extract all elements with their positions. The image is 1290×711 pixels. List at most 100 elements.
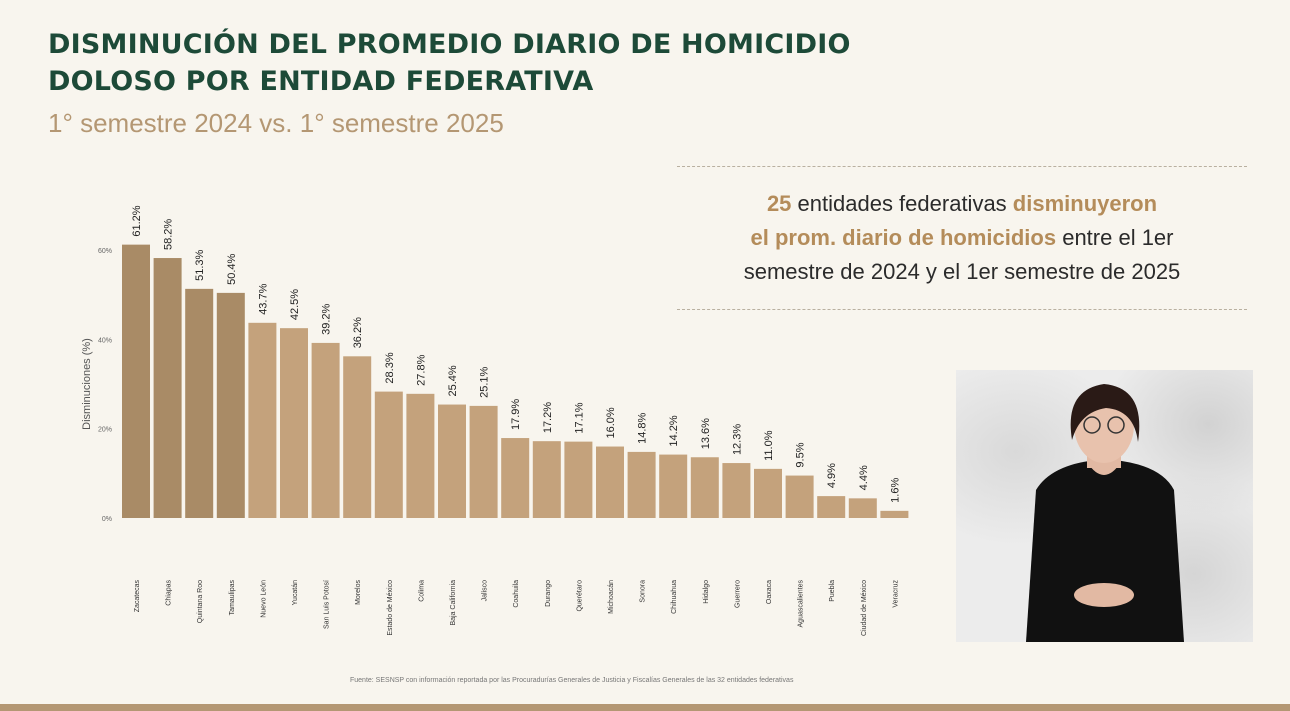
x-tick-label: Colima: [418, 580, 425, 602]
data-label: 4.4%: [858, 465, 870, 490]
interpreter-neckline: [1087, 462, 1121, 475]
x-tick-label: Yucatán: [292, 580, 299, 605]
bar: [216, 292, 245, 518]
x-tick-label: Querétaro: [576, 580, 583, 612]
bar: [501, 438, 530, 518]
data-label: 25.4%: [447, 365, 459, 396]
summary-highlight1: disminuyeron: [1012, 191, 1158, 216]
bar: [406, 393, 435, 518]
title-line-1: DISMINUCIÓN DEL PROMEDIO DIARIO DE HOMIC…: [48, 29, 851, 60]
x-tick-label: Puebla: [829, 580, 836, 602]
data-label: 16.0%: [605, 407, 617, 438]
data-label: 36.2%: [352, 317, 364, 348]
bar: [564, 441, 593, 518]
page-subtitle: 1° semestre 2024 vs. 1° semestre 2025: [48, 108, 504, 138]
data-label: 61.2%: [131, 205, 143, 236]
bar: [627, 451, 656, 518]
x-tick-label: Coahuila: [513, 580, 520, 608]
bar: [532, 441, 561, 518]
data-label: 14.8%: [637, 412, 649, 443]
x-tick-label: Baja California: [450, 580, 457, 626]
x-tick-label: Guerrero: [734, 580, 741, 608]
interpreter-figure: [1026, 384, 1184, 642]
data-label: 27.8%: [415, 354, 427, 385]
bar: [469, 405, 498, 518]
data-label: 39.2%: [321, 303, 333, 334]
data-label: 1.6%: [889, 478, 901, 503]
bar: [848, 498, 877, 518]
data-label: 17.2%: [542, 402, 554, 433]
summary-highlight2: el prom. diario de homicidios: [750, 225, 1057, 250]
bar: [248, 322, 277, 518]
bar: [690, 457, 719, 518]
bar: [659, 454, 688, 518]
x-tick-label: Sonora: [640, 580, 647, 603]
x-tick-label: Oaxaca: [766, 580, 773, 604]
x-tick-label: Morelos: [355, 580, 362, 605]
y-tick-label: 40%: [98, 337, 112, 344]
data-label: 14.2%: [668, 415, 680, 446]
bar: [185, 288, 214, 518]
data-label: 43.7%: [257, 283, 269, 314]
interpreter-body: [1026, 460, 1184, 642]
data-label: 42.5%: [289, 289, 301, 320]
summary-line3: semestre de 2024 y el 1er semestre de 20…: [743, 259, 1181, 284]
x-tick-label: Chiapas: [166, 580, 173, 606]
y-tick-label: 20%: [98, 427, 112, 434]
data-label: 17.1%: [573, 402, 585, 433]
x-tick-label: Estado de México: [387, 580, 394, 636]
x-tick-label: Zacatecas: [134, 580, 141, 613]
data-label: 13.6%: [700, 418, 712, 449]
glasses-right-lens: [1107, 416, 1125, 434]
bar: [153, 258, 182, 518]
bar: [754, 468, 782, 518]
data-label: 17.9%: [510, 399, 522, 430]
bar: [343, 356, 372, 518]
bar: [311, 342, 340, 518]
summary-part1: entidades federativas: [791, 191, 1013, 216]
bar: [280, 328, 308, 518]
x-tick-label: Veracruz: [892, 580, 899, 608]
y-tick-label: 0%: [102, 516, 112, 523]
summary-count: 25: [766, 191, 792, 216]
bar: [122, 244, 150, 518]
bar: [374, 391, 403, 518]
data-label: 11.0%: [763, 430, 775, 461]
footer-bar: [0, 704, 1290, 711]
summary-part2: entre el 1er: [1056, 225, 1174, 250]
x-tick-label: Quintana Roo: [197, 580, 204, 623]
x-tick-label: Tamaulipas: [229, 580, 236, 616]
x-tick-label: Ciudad de México: [861, 580, 868, 636]
data-label: 9.5%: [795, 442, 807, 467]
x-tick-label: Jalisco: [482, 580, 489, 602]
glasses-left-lens: [1083, 416, 1101, 434]
y-tick-label: 60%: [98, 248, 112, 255]
summary-text: 25 entidades federativas disminuyeron el…: [744, 187, 1181, 289]
source-note: Fuente: SESNSP con información reportada…: [350, 677, 794, 684]
x-tick-label: Hidalgo: [703, 580, 710, 604]
data-label: 25.1%: [479, 366, 491, 397]
x-tick-label: Chihuahua: [671, 580, 678, 614]
page-title: DISMINUCIÓN DEL PROMEDIO DIARIO DE HOMIC…: [48, 26, 948, 100]
summary-callout: 25 entidades federativas disminuyeron el…: [677, 166, 1247, 310]
x-tick-label: San Luis Potosí: [324, 580, 331, 629]
data-label: 58.2%: [163, 219, 175, 250]
x-tick-label: Durango: [545, 580, 552, 607]
bar: [880, 510, 909, 518]
x-tick-label: Nuevo León: [260, 580, 267, 618]
data-label: 28.3%: [384, 352, 396, 383]
data-label: 51.3%: [194, 249, 206, 280]
data-label: 4.9%: [826, 463, 838, 488]
bar: [438, 404, 466, 518]
interpreter-hands: [1074, 583, 1134, 607]
interpreter-hair: [1070, 384, 1140, 442]
sign-language-interpreter-video: [956, 370, 1253, 642]
data-label: 12.3%: [731, 424, 743, 455]
bar: [817, 496, 846, 518]
y-axis-title: Disminuciones (%): [81, 338, 93, 430]
x-tick-label: Michoacán: [608, 580, 615, 614]
data-label: 50.4%: [226, 253, 238, 284]
title-line-2: DOLOSO POR ENTIDAD FEDERATIVA: [48, 66, 594, 97]
bar: [596, 446, 624, 518]
